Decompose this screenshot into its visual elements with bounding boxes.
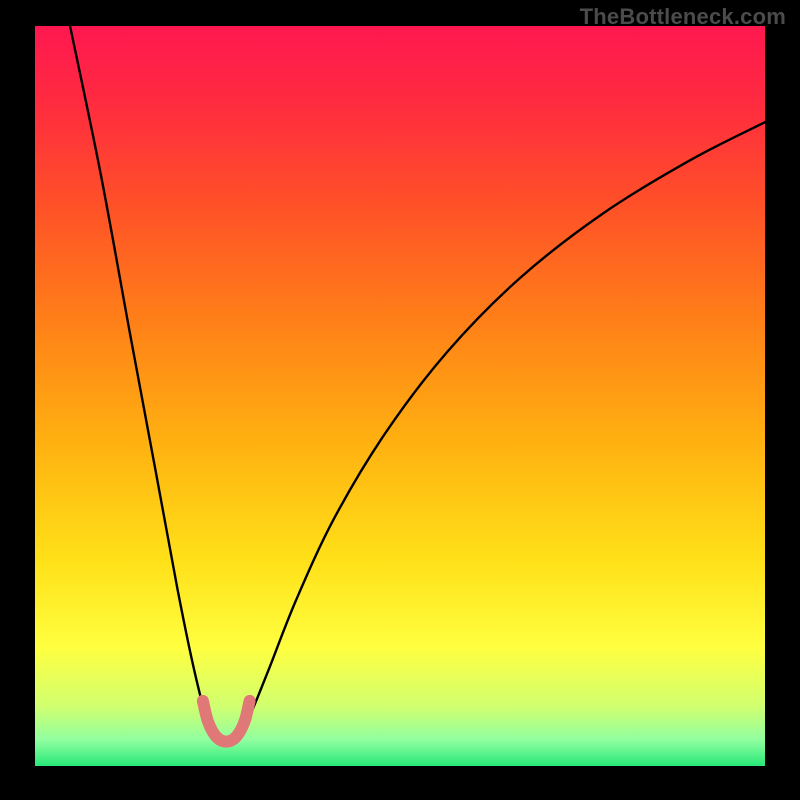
plot-background	[35, 26, 765, 766]
chart-container: TheBottleneck.com	[0, 0, 800, 800]
watermark-text: TheBottleneck.com	[580, 4, 786, 30]
bottleneck-chart	[0, 0, 800, 800]
